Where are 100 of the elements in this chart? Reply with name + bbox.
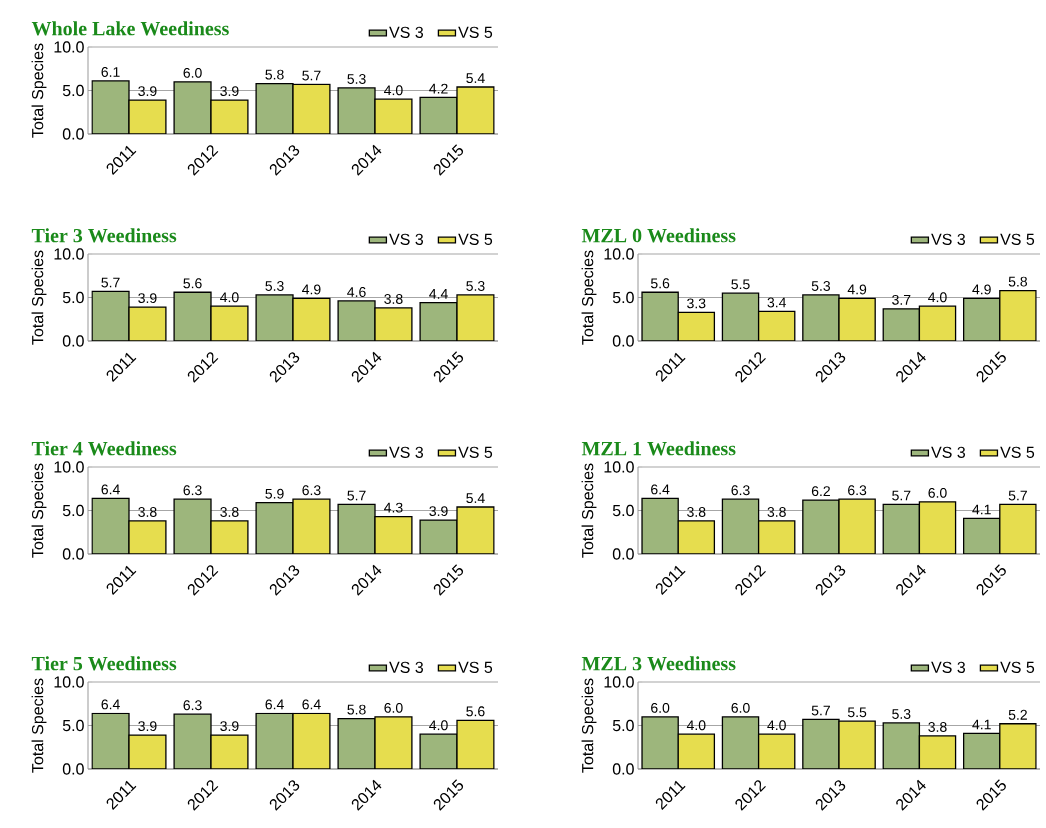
bar: [757, 520, 796, 554]
data-label: 3.8: [767, 507, 786, 517]
data-label: 4.2: [429, 83, 448, 94]
bar: [456, 719, 495, 769]
chart-title: Tier 5 Weediness: [31, 656, 177, 671]
bar: [292, 712, 331, 769]
data-label: 5.3: [265, 280, 284, 291]
data-label: 5.3: [347, 73, 366, 84]
legend-label: VS 3: [389, 26, 424, 38]
data-label: 3.4: [767, 297, 787, 308]
bar: [292, 297, 331, 341]
y-tick-label: 5.0: [612, 719, 634, 732]
data-label: 6.4: [101, 484, 120, 495]
data-label: 6.3: [183, 700, 202, 711]
bar: [292, 498, 331, 554]
chart-title: MZL 3 Weediness: [581, 656, 736, 671]
y-axis-title: Total Species: [31, 43, 47, 138]
bar: [337, 87, 376, 134]
data-label: 6.3: [731, 485, 750, 496]
data-label: 4.4: [429, 289, 448, 299]
bar: [91, 497, 130, 554]
data-label: 4.0: [220, 292, 239, 303]
data-label: 4.0: [928, 292, 947, 303]
chart-title: MZL 0 Weediness: [581, 228, 736, 243]
data-label: 3.7: [892, 294, 911, 305]
bar: [999, 289, 1037, 341]
bar: [999, 723, 1037, 769]
data-label: 3.8: [220, 507, 239, 517]
bar: [419, 302, 458, 341]
bar: [255, 294, 294, 341]
data-label: 6.0: [928, 487, 947, 498]
legend-label: VS 5: [1000, 446, 1035, 458]
y-axis-title: Total Species: [581, 678, 597, 773]
bar: [456, 506, 495, 554]
y-tick-label: 10.0: [604, 676, 634, 688]
data-label: 6.4: [265, 699, 284, 710]
bar: [882, 503, 921, 554]
bar: [337, 300, 376, 341]
data-label: 6.0: [651, 702, 670, 713]
bar: [721, 292, 760, 341]
y-axis-title: Total Species: [31, 463, 47, 558]
bar: [255, 82, 294, 134]
data-label: 4.0: [384, 85, 403, 96]
data-label: 3.8: [384, 294, 403, 304]
y-tick-label: 0.0: [612, 763, 634, 775]
data-label: 3.9: [220, 86, 239, 97]
data-label: 3.8: [687, 507, 706, 517]
bar: [962, 517, 1001, 554]
bar: [419, 96, 458, 134]
bar: [918, 735, 957, 769]
data-label: 5.4: [466, 493, 485, 504]
bar: [255, 502, 294, 554]
data-label: 6.0: [731, 702, 750, 713]
bar: [91, 290, 130, 341]
data-label: 5.7: [811, 705, 830, 716]
legend-label: VS 5: [1000, 661, 1035, 673]
data-label: 5.7: [1008, 490, 1027, 501]
bar: [721, 716, 760, 769]
y-axis-title: Total Species: [581, 463, 597, 558]
y-tick-label: 10.0: [54, 248, 84, 260]
data-label: 4.0: [429, 720, 448, 731]
bar: [838, 297, 876, 341]
y-tick-label: 0.0: [62, 763, 84, 775]
data-label: 3.9: [138, 293, 157, 304]
bar: [721, 498, 760, 554]
y-tick-label: 0.0: [62, 335, 84, 347]
bar: [374, 716, 413, 769]
data-label: 5.9: [265, 488, 284, 499]
legend-label: VS 5: [458, 26, 493, 38]
bar: [173, 291, 212, 341]
bar: [838, 498, 876, 554]
bar: [999, 503, 1037, 554]
data-label: 4.0: [767, 720, 786, 731]
bar: [838, 720, 876, 769]
data-label: 6.2: [811, 486, 830, 497]
y-tick-label: 10.0: [604, 461, 634, 473]
data-label: 3.9: [138, 86, 157, 97]
bar: [757, 310, 796, 341]
bar: [677, 733, 716, 769]
data-label: 5.2: [1008, 709, 1027, 720]
y-tick-label: 0.0: [62, 548, 84, 560]
bar: [918, 501, 957, 554]
data-label: 5.7: [101, 277, 120, 288]
bar: [374, 98, 413, 134]
legend-label: VS 3: [931, 661, 966, 673]
y-axis-title: Total Species: [581, 250, 597, 345]
bar: [210, 305, 249, 341]
bar: [757, 733, 796, 769]
y-tick-label: 5.0: [62, 291, 84, 304]
data-label: 5.4: [466, 73, 485, 84]
data-label: 6.4: [302, 699, 321, 710]
legend-label: VS 3: [389, 233, 424, 245]
legend-label: VS 3: [931, 233, 966, 245]
data-label: 5.6: [466, 706, 485, 717]
bar: [641, 497, 679, 554]
chart-title: Tier 4 Weediness: [31, 441, 177, 456]
data-label: 4.0: [686, 720, 706, 731]
bar: [91, 80, 130, 134]
y-tick-label: 0.0: [612, 335, 634, 347]
legend-label: VS 5: [458, 661, 493, 673]
